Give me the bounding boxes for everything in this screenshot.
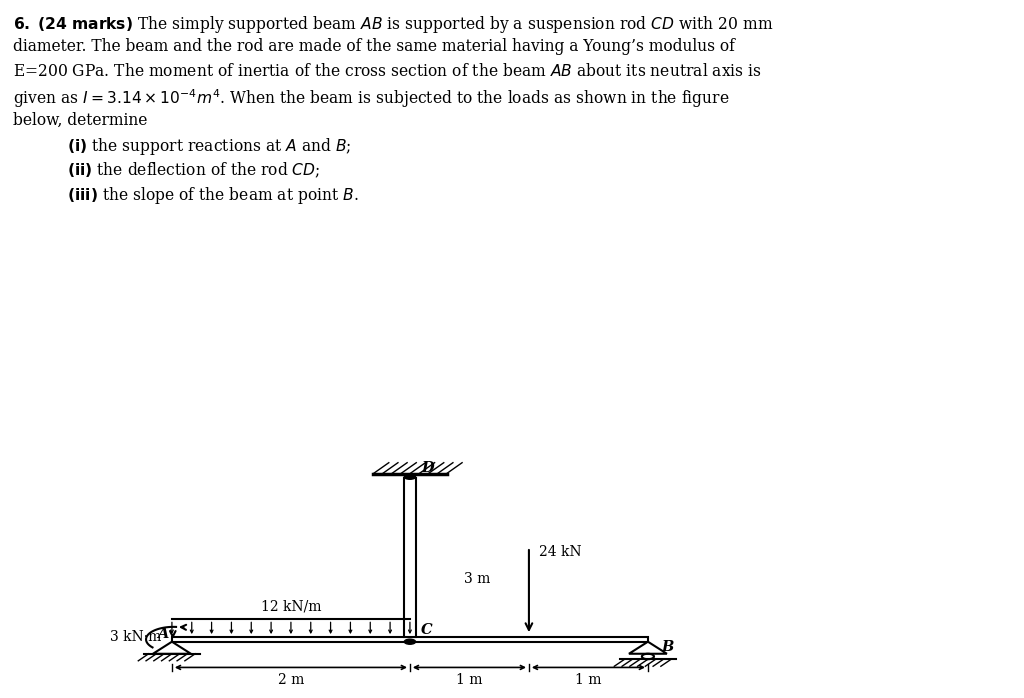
Bar <box>172 637 648 641</box>
Text: E=200 GPa. The moment of inertia of the cross section of the beam $AB$ about its: E=200 GPa. The moment of inertia of the … <box>13 63 762 80</box>
Circle shape <box>404 474 416 480</box>
Text: below, determine: below, determine <box>13 112 147 128</box>
Text: 2 m: 2 m <box>278 673 304 687</box>
Text: diameter. The beam and the rod are made of the same material having a Young’s mo: diameter. The beam and the rod are made … <box>13 38 735 55</box>
Text: D: D <box>421 461 434 475</box>
Text: $\mathbf{(iii)}$ the slope of the beam at point $B$.: $\mathbf{(iii)}$ the slope of the beam a… <box>67 185 358 206</box>
Text: 24 kN: 24 kN <box>540 545 582 559</box>
Bar <box>403 477 416 637</box>
Text: 1 m: 1 m <box>575 673 602 687</box>
Text: $\mathbf{(i)}$ the support reactions at $A$ and $B$;: $\mathbf{(i)}$ the support reactions at … <box>67 136 351 157</box>
Text: 1 m: 1 m <box>456 673 482 687</box>
Text: $\mathbf{6.\ (24\ marks)}$ The simply supported beam $AB$ is supported by a susp: $\mathbf{6.\ (24\ marks)}$ The simply su… <box>13 14 774 35</box>
Text: $\mathbf{(ii)}$ the deflection of the rod $CD$;: $\mathbf{(ii)}$ the deflection of the ro… <box>67 161 319 180</box>
Text: 3 m: 3 m <box>464 572 490 586</box>
Text: 12 kN/m: 12 kN/m <box>261 600 322 614</box>
Text: C: C <box>421 623 433 637</box>
Polygon shape <box>629 641 667 654</box>
Text: given as $I = 3.14 \times 10^{-4}m^4$. When the beam is subjected to the loads a: given as $I = 3.14 \times 10^{-4}m^4$. W… <box>13 87 730 110</box>
Text: B: B <box>660 640 673 654</box>
Text: 3 kN·m: 3 kN·m <box>110 630 161 644</box>
Polygon shape <box>153 641 190 654</box>
Text: A: A <box>157 627 169 641</box>
Circle shape <box>404 639 416 644</box>
